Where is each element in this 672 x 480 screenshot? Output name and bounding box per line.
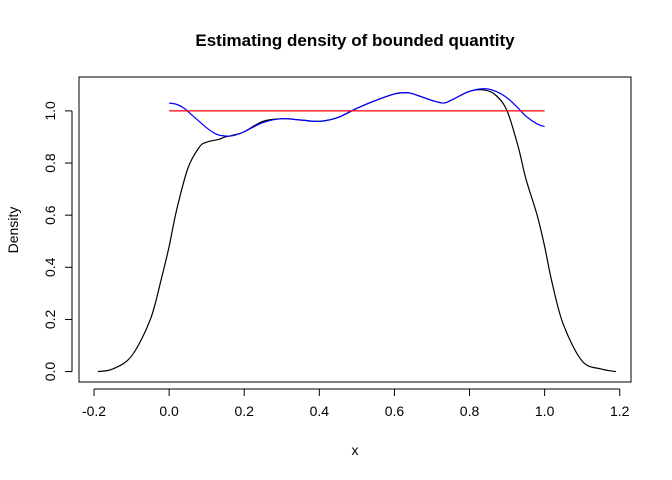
y-tick-label: 0.4: [42, 257, 58, 277]
x-tick-label: 0.8: [460, 403, 480, 419]
kde-black-line: [97, 89, 617, 373]
series-layer: [97, 88, 617, 373]
kde-blue-line: [169, 88, 545, 137]
x-tick-label: 0.2: [234, 403, 254, 419]
x-tick-label: 0.0: [159, 403, 179, 419]
x-tick-label: 1.2: [610, 403, 630, 419]
y-axis: 0.0 0.2 0.4 0.6 0.8 1.0: [42, 101, 73, 382]
x-tick-label: 0.4: [310, 403, 330, 419]
x-axis: -0.2 0.0 0.2 0.4 0.6 0.8 1.0 1.2: [82, 388, 630, 419]
plot-frame: [78, 76, 632, 383]
chart-title: Estimating density of bounded quantity: [195, 31, 515, 50]
y-tick-label: 0.8: [42, 153, 58, 173]
x-tick-label: 0.6: [385, 403, 405, 419]
y-tick-label: 0.0: [42, 362, 58, 382]
x-tick-label: -0.2: [82, 403, 106, 419]
y-tick-label: 0.6: [42, 205, 58, 225]
y-tick-label: 1.0: [42, 101, 58, 121]
y-tick-label: 0.2: [42, 309, 58, 329]
y-axis-label: Density: [5, 207, 21, 254]
x-tick-label: 1.0: [535, 403, 555, 419]
x-axis-label: x: [352, 442, 359, 458]
